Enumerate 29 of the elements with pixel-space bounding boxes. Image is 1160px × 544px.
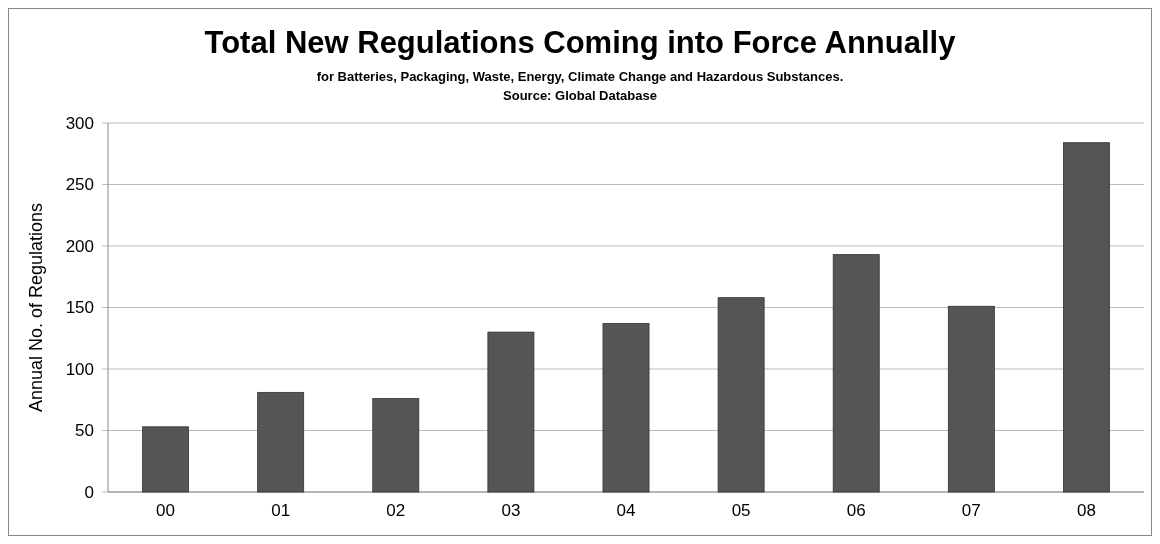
x-tick-label: 04 (616, 501, 636, 520)
x-tick-label: 03 (501, 501, 521, 520)
bar (1063, 142, 1110, 493)
x-tick-label: 01 (271, 501, 291, 520)
y-tick-label: 150 (65, 298, 94, 318)
y-tick-label: 300 (65, 113, 94, 133)
bar (947, 305, 995, 493)
x-tick-label: 08 (1076, 501, 1096, 520)
bar (142, 426, 189, 493)
bar (717, 297, 765, 493)
bar (602, 323, 650, 493)
chart-title: Total New Regulations Coming into Force Annually (204, 25, 957, 60)
y-tick-label: 250 (65, 175, 94, 195)
y-tick-label: 200 (65, 236, 94, 256)
y-tick-label: 100 (65, 359, 94, 379)
chart-subtitle: for Batteries, Packaging, Waste, Energy, Climate Change and Hazardous Substances. (316, 69, 844, 84)
bar (832, 254, 880, 493)
bar (372, 398, 420, 493)
y-axis-title: Annual No. of Regulations (26, 202, 46, 413)
y-tick-label: 50 (75, 421, 94, 441)
bar (487, 331, 535, 493)
x-tick-label: 07 (961, 501, 981, 520)
x-tick-label: 05 (731, 501, 751, 520)
x-tick-label: 06 (846, 501, 866, 520)
y-tick-label: 0 (84, 482, 94, 502)
x-tick-label: 00 (156, 501, 176, 520)
source-note: Source: Global Database (503, 88, 657, 103)
bar (257, 391, 305, 493)
x-tick-label: 02 (386, 501, 406, 520)
